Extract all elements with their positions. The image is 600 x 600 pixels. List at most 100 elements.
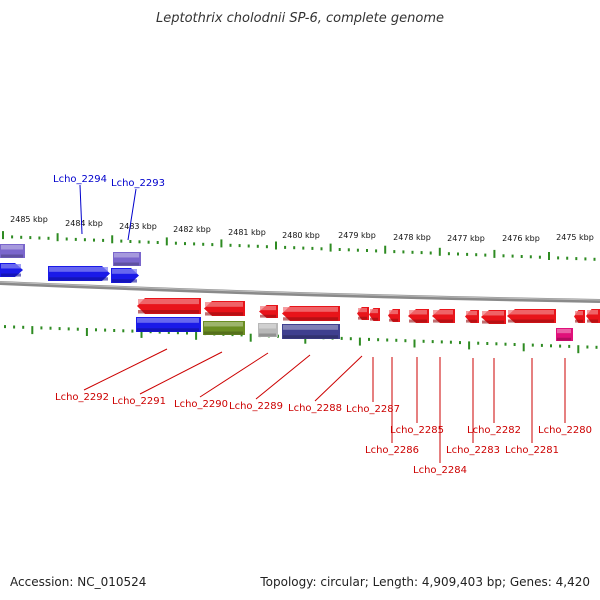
lower-tick [595, 345, 598, 349]
lower-tick [58, 327, 61, 331]
lower-tick [395, 338, 398, 342]
upper-tick [311, 246, 314, 250]
gene-label-bottom: Lcho_2285 [390, 425, 444, 436]
upper-tick [29, 236, 32, 240]
lower-tick [95, 328, 97, 332]
lower-tick [386, 338, 389, 342]
upper-tick [275, 241, 277, 250]
upper-tick [420, 251, 423, 255]
lower-tick [85, 328, 88, 336]
gene-label-bottom: Lcho_2292 [55, 392, 109, 403]
lower-tick [113, 329, 116, 332]
gene-arrow [432, 309, 455, 323]
gene-arrow [465, 310, 479, 323]
gene-arrow [282, 306, 340, 321]
leader-line [255, 354, 311, 400]
lower-tick [422, 339, 425, 343]
kbp-label: 2483 kbp [119, 222, 157, 231]
lower-tick [486, 342, 489, 345]
upper-tick [202, 242, 205, 246]
upper-tick [229, 243, 232, 247]
leader-line [199, 352, 269, 398]
lower-tick [76, 327, 79, 331]
kbp-label: 2475 kbp [556, 233, 594, 242]
upper-tick [402, 250, 405, 254]
gene-arrow [507, 309, 556, 323]
lower-tick [368, 337, 370, 341]
genome-summary-text: Topology: circular; Length: 4,909,403 bp… [259, 575, 590, 589]
upper-tick [129, 240, 132, 243]
gene-label-top: Lcho_2293 [111, 178, 165, 189]
gene-label-bottom: Lcho_2290 [174, 399, 228, 410]
upper-tick [211, 243, 214, 247]
upper-tick [566, 256, 569, 260]
lower-tick [559, 344, 562, 348]
gene-arrow [113, 252, 141, 266]
lower-tick [304, 335, 307, 344]
upper-tick [120, 239, 123, 243]
lower-tick [22, 325, 25, 329]
kbp-label: 2478 kbp [393, 233, 431, 242]
gene-arrow [48, 266, 110, 281]
upper-tick [220, 239, 223, 248]
lower-tick [31, 326, 34, 335]
gene-arrow [574, 310, 585, 323]
leader-line [79, 184, 83, 235]
gene-label-bottom: Lcho_2280 [538, 425, 592, 436]
lower-tick [249, 333, 252, 342]
upper-tick [165, 237, 168, 246]
kbp-label: 2485 kbp [10, 215, 48, 224]
upper-tick [156, 241, 159, 244]
upper-tick [393, 250, 396, 254]
genome-backbone-highlight [0, 281, 600, 301]
upper-tick [511, 254, 514, 258]
gene-arrow [408, 309, 429, 323]
kbp-label: 2481 kbp [228, 228, 266, 237]
upper-tick [575, 257, 578, 261]
upper-tick [329, 243, 332, 252]
upper-tick [493, 249, 496, 258]
upper-tick [65, 237, 68, 241]
upper-tick [247, 244, 250, 248]
upper-tick [20, 235, 23, 239]
lower-tick [404, 339, 407, 343]
lower-tick [440, 340, 443, 344]
upper-tick [256, 244, 259, 248]
upper-tick [83, 238, 86, 242]
upper-tick [356, 248, 359, 252]
upper-tick [538, 255, 541, 259]
lower-tick [531, 343, 534, 347]
upper-tick [11, 235, 14, 239]
gene-label-bottom: Lcho_2288 [288, 403, 342, 414]
lower-tick [513, 343, 516, 346]
accession-text: Accession: NC_010524 [10, 575, 146, 589]
upper-tick [347, 248, 350, 252]
lower-tick [340, 336, 343, 340]
gene-arrow [481, 310, 506, 324]
lower-tick [158, 330, 161, 334]
lower-tick [522, 343, 525, 352]
upper-tick [193, 242, 196, 246]
gene-label-top: Lcho_2294 [53, 174, 107, 185]
lower-tick [195, 331, 198, 340]
map-title: Leptothrix cholodnii SP-6, complete geno… [156, 11, 444, 26]
gene-arrow [556, 328, 573, 341]
gene-arrow [137, 298, 201, 314]
lower-tick [167, 330, 170, 334]
gene-label-bottom: Lcho_2282 [467, 425, 521, 436]
upper-tick-track [2, 231, 596, 261]
upper-tick [584, 257, 587, 261]
upper-tick [438, 247, 441, 256]
upper-tick [457, 252, 459, 256]
lower-tick [4, 325, 6, 329]
lower-tick [104, 328, 107, 332]
gene-arrow [388, 309, 400, 322]
upper-tick [138, 240, 141, 244]
gene-labels: Lcho_2294 Lcho_2293 Lcho_2292 Lcho_2291 Lcho… [53, 174, 592, 476]
upper-tick [475, 253, 478, 257]
upper-tick [47, 236, 50, 240]
gene-arrow [0, 244, 25, 258]
lower-tick [449, 340, 452, 344]
lower-tick [495, 342, 498, 346]
